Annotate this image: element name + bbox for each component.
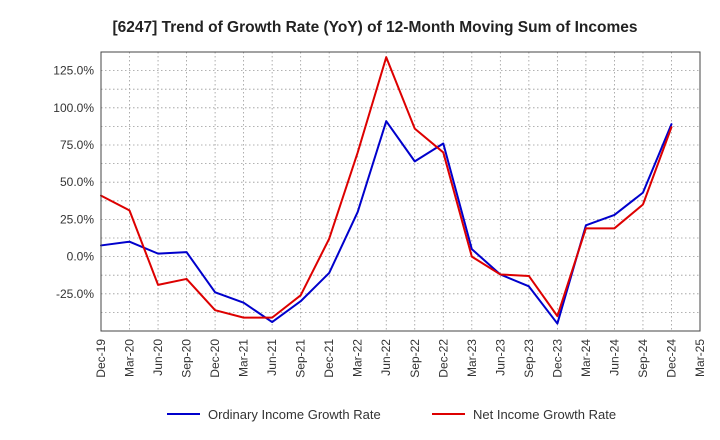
x-tick-label: Sep-24 bbox=[636, 339, 650, 378]
x-tick-label: Dec-23 bbox=[550, 339, 564, 378]
grid bbox=[101, 52, 700, 331]
x-tick-label: Jun-24 bbox=[607, 339, 621, 376]
y-tick-label: 100.0% bbox=[53, 101, 94, 115]
legend: Ordinary Income Growth Rate Net Income G… bbox=[167, 407, 616, 422]
legend-label-net: Net Income Growth Rate bbox=[473, 407, 616, 422]
series-line-net-income bbox=[100, 56, 673, 319]
x-tick-label: Mar-23 bbox=[465, 339, 479, 377]
x-tick-label: Jun-22 bbox=[379, 339, 393, 376]
x-tick-label: Sep-20 bbox=[180, 339, 194, 378]
legend-label-ordinary: Ordinary Income Growth Rate bbox=[208, 407, 381, 422]
x-tick-label: Dec-24 bbox=[664, 339, 678, 378]
x-tick-label: Mar-20 bbox=[123, 339, 137, 377]
y-tick-label: 125.0% bbox=[53, 64, 94, 78]
y-axis-ticks: 125.0% 100.0% 75.0% 50.0% 25.0% 0.0% -25.0% bbox=[53, 64, 94, 301]
plot-area-frame bbox=[100, 51, 701, 332]
series-lines bbox=[100, 56, 673, 325]
x-tick-label: Jun-20 bbox=[151, 339, 165, 376]
x-tick-label: Jun-23 bbox=[493, 339, 507, 376]
x-tick-label: Jun-21 bbox=[265, 339, 279, 376]
x-tick-label: Dec-20 bbox=[208, 339, 222, 378]
x-tick-label: Mar-21 bbox=[237, 339, 251, 377]
x-axis-ticks: Dec-19 Mar-20 Jun-20 Sep-20 Dec-20 Mar-21 Jun-… bbox=[94, 339, 707, 378]
x-tick-label: Mar-24 bbox=[579, 339, 593, 377]
x-tick-label: Dec-22 bbox=[436, 339, 450, 378]
x-tick-label: Sep-22 bbox=[408, 339, 422, 378]
y-tick-label: -25.0% bbox=[56, 287, 94, 301]
x-tick-label: Dec-21 bbox=[322, 339, 336, 378]
x-tick-label: Mar-22 bbox=[351, 339, 365, 377]
x-tick-label: Sep-23 bbox=[522, 339, 536, 378]
x-tick-label: Mar-25 bbox=[693, 339, 707, 377]
y-tick-label: 75.0% bbox=[60, 138, 94, 152]
y-tick-label: 50.0% bbox=[60, 175, 94, 189]
y-tick-label: 0.0% bbox=[67, 250, 95, 264]
chart-title: [6247] Trend of Growth Rate (YoY) of 12-… bbox=[112, 19, 637, 36]
y-tick-label: 25.0% bbox=[60, 212, 94, 226]
x-tick-label: Dec-19 bbox=[94, 339, 108, 378]
x-tick-label: Sep-21 bbox=[294, 339, 308, 378]
